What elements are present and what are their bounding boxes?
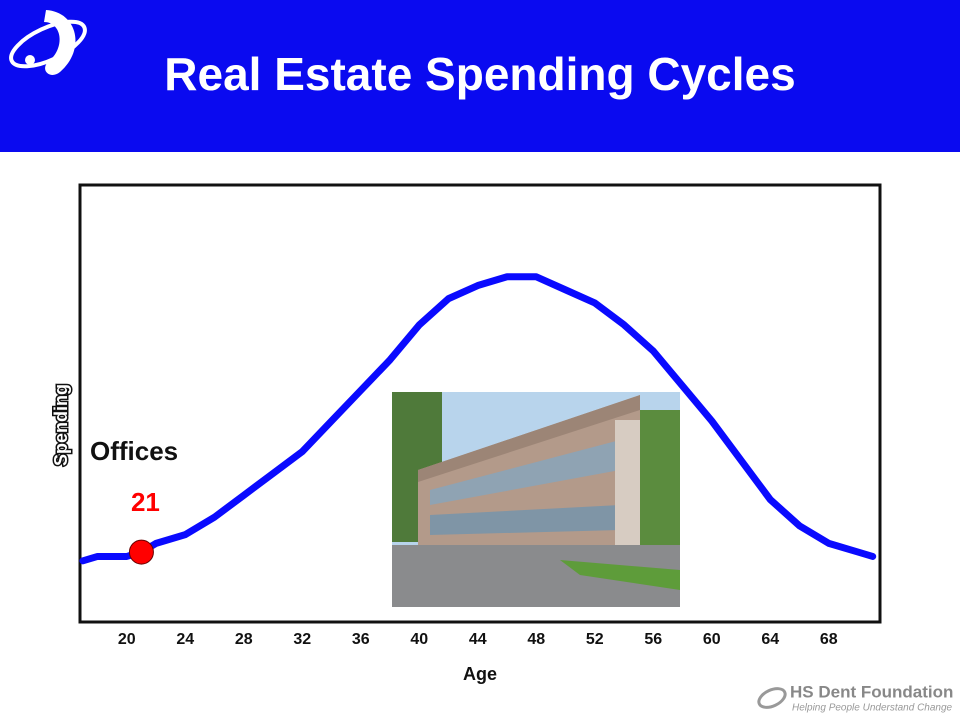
footer-logo: HS Dent Foundation Helping People Unders…	[757, 682, 953, 714]
x-tick-label: 20	[118, 631, 136, 648]
x-tick-label: 60	[703, 631, 721, 648]
chart-title: Real Estate Spending Cycles	[164, 48, 795, 100]
x-tick-label: 36	[352, 631, 370, 648]
footer-tagline: Helping People Understand Change	[792, 703, 953, 714]
x-tick-label: 48	[527, 631, 545, 648]
footer-name: HS Dent Foundation	[790, 682, 953, 701]
x-tick-label: 32	[293, 631, 311, 648]
x-tick-label: 64	[761, 631, 779, 648]
line-series	[79, 273, 877, 565]
photo	[392, 392, 680, 607]
header-logo	[9, 10, 87, 75]
x-tick-label: 68	[820, 631, 838, 648]
highlight-point	[128, 539, 154, 565]
x-tick-label: 28	[235, 631, 253, 648]
y-axis-label: Spending	[51, 384, 71, 466]
header-band	[0, 0, 960, 152]
x-tick-label: 56	[644, 631, 662, 648]
highlight-label: 21	[131, 487, 160, 517]
annotation: Offices	[90, 436, 178, 466]
x-tick-label: 52	[586, 631, 604, 648]
x-axis-label: Age	[463, 664, 497, 684]
x-tick-label: 44	[469, 631, 487, 648]
x-tick-label: 24	[176, 631, 194, 648]
x-tick-label: 40	[410, 631, 428, 648]
